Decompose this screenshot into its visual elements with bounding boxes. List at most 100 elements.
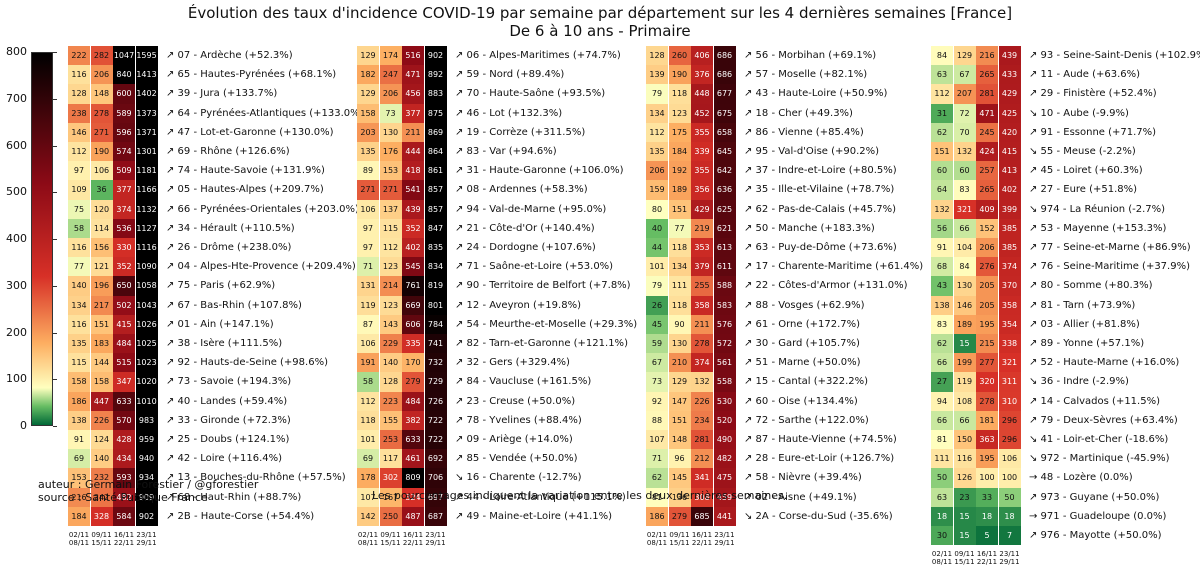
heatmap-cell: 146 [68,122,90,142]
department-label: ↗ 45 - Loiret (+60.3%) [1029,165,1143,177]
department-label: ↗ 49 - Maine-et-Loire (+41.1%) [455,510,613,522]
department-label: ↘ 55 - Meuse (-2.2%) [1029,146,1136,157]
heatmap-cell: 600 [113,84,135,104]
heatmap-cell: 148 [90,84,113,104]
department-label: ↗ 59 - Nord (+89.4%) [455,69,565,81]
heatmap-cell: 892 [424,65,447,85]
heatmap-cell: 354 [998,314,1021,334]
heatmap-cell: 136 [668,487,691,507]
heatmap-cell: 189 [953,314,976,334]
heatmap-cell: 107 [646,430,668,450]
heatmap-cell: 265 [976,65,998,85]
heatmap-cell: 1026 [135,314,158,334]
heatmap-cell: 382 [402,410,424,430]
heatmap-cell: 1373 [135,103,158,123]
department-row: 107 167 324 697 ↗ 44 - Loire-Atlantique (+11… [357,487,647,508]
heatmap-cell: 178 [357,468,379,488]
department-label: ↗ 71 - Saône-et-Loire (+53.0%) [455,261,614,273]
heatmap-cell: 97 [68,161,90,181]
heatmap-cell: 63 [931,487,953,507]
heatmap-cell: 77 [68,257,90,277]
department-row: 73 129 132 558 ↗ 15 - Cantal (+322.2%) [646,372,936,392]
heatmap-cell: 1595 [135,46,158,66]
colorbar-tick-label: 200 [6,325,27,339]
heatmap-cell: 106 [90,161,113,181]
heatmap-cell: 1132 [135,199,158,219]
heatmap-cell: 120 [90,199,113,219]
department-row: 135 183 484 1025 ↗ 38 - Isère (+111.5%) [68,334,358,354]
heatmap-cell: 135 [357,142,379,162]
heatmap-cell: 119 [357,295,379,315]
heatmap-cell: 5 [976,526,998,546]
heatmap-cell: 574 [113,142,135,162]
heatmap-cell: 192 [668,161,691,181]
heatmap-cell: 219 [691,218,713,238]
heatmap-cell: 158 [357,103,379,123]
department-row: 203 130 211 869 ↗ 19 - Corrèze (+311.5%) [357,122,647,143]
heatmap-cell: 91 [931,238,953,258]
department-row: 89 153 418 861 ↗ 31 - Haute-Garonne (+106.0%… [357,161,647,181]
colorbar-tick-label: 0 [20,419,27,432]
heatmap-cell: 279 [402,372,424,392]
heatmap-cell: 247 [379,65,402,85]
heatmap-cell: 144 [90,353,113,373]
heatmap-cell: 441 [713,506,736,526]
heatmap-cell: 80 [646,199,668,219]
heatmap-cell: 104 [953,238,976,258]
colorbar-tick-label: 800 [6,45,27,58]
colorbar-tick-mark [53,239,57,240]
department-row: 182 247 471 892 ↗ 59 - Nord (+89.4%) [357,65,647,85]
heatmap-cell: 147 [668,391,691,411]
department-label: ↗ 13 - Bouches-du-Rhône (+57.5%) [166,472,346,484]
heatmap-cell: 341 [691,468,713,488]
department-label: ↗ 50 - Manche (+183.3%) [744,222,875,234]
heatmap-cell: 250 [379,506,402,526]
department-label: ↗ 76 - Seine-Maritime (+37.9%) [1029,261,1190,273]
heatmap-cell: 27 [931,372,953,392]
heatmap-cell: 150 [953,430,976,450]
heatmap-cell: 151 [668,410,691,430]
department-row: 69 140 434 940 ↗ 42 - Loire (+116.4%) [68,449,358,469]
heatmap-cell: 108 [953,391,976,411]
department-row: 101 253 633 722 ↗ 09 - Ariège (+14.0%) [357,430,647,450]
department-label: ↗ 94 - Val-de-Marne (+95.0%) [455,203,607,215]
department-row: 134 217 502 1043 ↗ 67 - Bas-Rhin (+107.8%) [68,295,358,316]
department-row: 186 279 685 441 ↘ 2A - Corse-du-Sud (-35.6%) [646,506,936,527]
heatmap-cell: 23 [953,487,976,507]
colorbar-tick-mark [53,285,57,287]
week-tick-label: 02/11 08/11 [646,531,668,547]
heatmap-cell: 1301 [135,142,158,162]
heatmap-cell: 471 [976,103,998,123]
department-row: 159 189 356 636 ↗ 35 - Ille-et-Vilaine (+78.… [646,180,936,200]
week-tick-label: 16/11 22/11 [976,550,998,566]
heatmap-cell: 69 [357,449,379,469]
heatmap-cell: 112 [379,238,402,258]
heatmap-cell: 128 [68,84,90,104]
heatmap-cell: 857 [424,199,447,219]
heatmap-cell: 685 [691,506,713,526]
heatmap-cell: 30 [931,526,953,546]
department-row: 146 271 596 1371 ↗ 47 - Lot-et-Garonne (+130… [68,122,358,143]
heatmap-cell: 210 [668,353,691,373]
department-row: 216 242 482 909 ↗ 68 - Haut-Rhin (+88.7%) [68,487,358,508]
heatmap-cell: 114 [90,218,113,238]
department-row: 106 229 335 741 ↗ 82 - Tarn-et-Garonne (+121… [357,334,647,354]
department-row: 64 83 265 402 ↗ 27 - Eure (+51.8%) [931,180,1200,200]
week-tick-label: 02/11 08/11 [357,531,379,547]
heatmap-cell: 118 [668,84,691,104]
heatmap-cell: 1058 [135,276,158,296]
heatmap-cell: 530 [713,391,736,411]
department-label: → 971 - Guadeloupe (0.0%) [1029,510,1167,522]
heatmap-cell: 1116 [135,238,158,258]
department-label: ↘ 2A - Corse-du-Sud (-35.6%) [744,510,893,522]
department-label: ↗ 33 - Gironde (+72.3%) [166,414,291,426]
heatmap-cell: 67 [646,353,668,373]
heatmap-cell: 732 [424,353,447,373]
heatmap-cell: 7 [998,526,1021,546]
department-label: ↗ 22 - Côtes-d'Armor (+131.0%) [744,280,908,292]
heatmap-cell: 320 [976,372,998,392]
heatmap-cell: 1023 [135,353,158,373]
department-label: ↗ 82 - Tarn-et-Garonne (+121.1%) [455,338,628,349]
colorbar-tick-mark [53,192,57,194]
heatmap-cell: 130 [953,276,976,296]
